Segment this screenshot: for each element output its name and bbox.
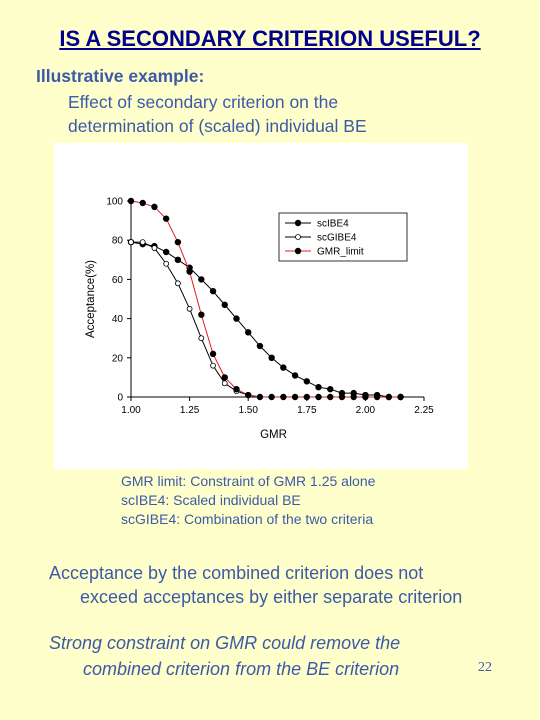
- data-point: [209, 287, 217, 295]
- paragraph-line: combined criterion from the BE criterion: [83, 659, 400, 679]
- data-point: [128, 239, 134, 246]
- data-point: [373, 393, 381, 401]
- data-point: [221, 301, 228, 309]
- y-tick-label: 100: [106, 197, 123, 208]
- emphasis-paragraph: Strong constraint on GMR could remove th…: [49, 630, 400, 682]
- description-line: Effect of secondary criterion on the: [68, 92, 339, 112]
- data-point: [127, 197, 135, 205]
- data-point: [198, 335, 205, 342]
- y-tick-label: 0: [117, 393, 123, 404]
- data-point: [397, 393, 404, 401]
- x-tick-label: 1.00: [121, 405, 141, 416]
- series-scIBE4: [127, 238, 404, 401]
- x-tick-label: 1.50: [238, 405, 258, 416]
- data-point: [385, 393, 393, 401]
- note-line: scGIBE4: Combination of the two criteria: [121, 511, 374, 527]
- acceptance-chart: 0 20 40 60 80 100 1.00 1.25 1.50 1.75 2.00 2.25 GMR A…: [85, 197, 434, 442]
- series-scGIBE4: [128, 239, 404, 400]
- x-tick-label: 2.00: [356, 405, 376, 416]
- data-point: [338, 393, 346, 401]
- legend-marker: [294, 219, 302, 227]
- y-tick-label: 40: [112, 314, 124, 325]
- data-point: [350, 393, 357, 401]
- y-tick-label: 60: [112, 275, 124, 286]
- data-point: [268, 393, 275, 401]
- data-point: [244, 391, 252, 399]
- slide-title: IS A SECONDARY CRITERION USEFUL?: [59, 26, 481, 51]
- data-point: [233, 385, 240, 393]
- data-point: [186, 268, 193, 275]
- data-point: [198, 311, 205, 318]
- data-point: [233, 315, 240, 322]
- legend-label: scIBE4: [317, 219, 349, 230]
- y-axis-title: Acceptance(%): [85, 260, 97, 338]
- series-line: [131, 241, 401, 398]
- data-point: [280, 364, 287, 371]
- data-point: [291, 393, 299, 401]
- page-number: 22: [478, 660, 492, 675]
- note-line: GMR limit: Constraint of GMR 1.25 alone: [121, 473, 376, 489]
- y-tick-label: 80: [112, 236, 124, 247]
- data-point: [151, 245, 158, 251]
- x-axis-title: GMR: [260, 429, 287, 441]
- data-point: [162, 248, 170, 256]
- chart-panel: 0 20 40 60 80 100 1.00 1.25 1.50 1.75 2.00 2.25 GMR A…: [54, 143, 468, 469]
- data-point: [315, 393, 322, 401]
- data-point: [221, 380, 228, 387]
- x-tick-label: 1.75: [297, 405, 317, 416]
- legend-marker: [294, 247, 302, 255]
- data-point: [268, 354, 275, 361]
- description: Effect of secondary criterion on the det…: [68, 90, 508, 138]
- series-line: [130, 241, 401, 398]
- data-point: [303, 393, 310, 401]
- data-point: [139, 239, 146, 246]
- series-layer: [127, 197, 404, 401]
- x-tick-label: 2.25: [414, 405, 434, 416]
- data-point: [327, 385, 334, 393]
- data-point: [291, 372, 299, 379]
- data-point: [256, 342, 264, 350]
- data-point: [256, 393, 264, 401]
- data-point: [174, 238, 182, 246]
- data-point: [315, 383, 322, 391]
- paragraph-line: exceed acceptances by either separate cr…: [80, 587, 463, 607]
- data-point: [139, 199, 146, 207]
- data-point: [198, 276, 205, 283]
- data-point: [151, 203, 158, 211]
- conclusion-paragraph: Acceptance by the combined criterion doe…: [49, 561, 462, 609]
- y-tick-label: 20: [112, 353, 124, 364]
- legend-marker: [295, 234, 301, 240]
- data-point: [280, 393, 287, 401]
- x-tick-label: 1.25: [180, 405, 200, 416]
- series-GMR_limit: [127, 197, 404, 401]
- data-point: [210, 362, 216, 369]
- paragraph-line: Strong constraint on GMR could remove th…: [49, 633, 401, 653]
- data-point: [303, 378, 310, 385]
- data-point: [327, 393, 334, 401]
- legend-label: scGIBE4: [317, 233, 357, 244]
- axes: 0 20 40 60 80 100 1.00 1.25 1.50 1.75 2.00 2.25 GMR A…: [85, 197, 434, 442]
- data-point: [221, 374, 228, 381]
- legend-notes: GMR limit: Constraint of GMR 1.25 alone …: [121, 472, 375, 529]
- slide-subtitle: Illustrative example:: [36, 66, 205, 86]
- data-point: [163, 260, 170, 267]
- legend-label: GMR_limit: [317, 247, 364, 258]
- note-line: scIBE4: Scaled individual BE: [121, 492, 301, 508]
- data-point: [209, 350, 217, 358]
- paragraph-line: Acceptance by the combined criterion doe…: [49, 563, 424, 583]
- data-point: [362, 393, 369, 401]
- description-line: determination of (scaled) individual BE: [68, 116, 367, 136]
- data-point: [186, 305, 193, 312]
- data-point: [174, 256, 182, 263]
- data-point: [244, 329, 252, 336]
- data-point: [174, 280, 181, 287]
- data-point: [162, 215, 170, 222]
- legend: scIBE4 scGIBE4 GMR_limit: [278, 212, 408, 262]
